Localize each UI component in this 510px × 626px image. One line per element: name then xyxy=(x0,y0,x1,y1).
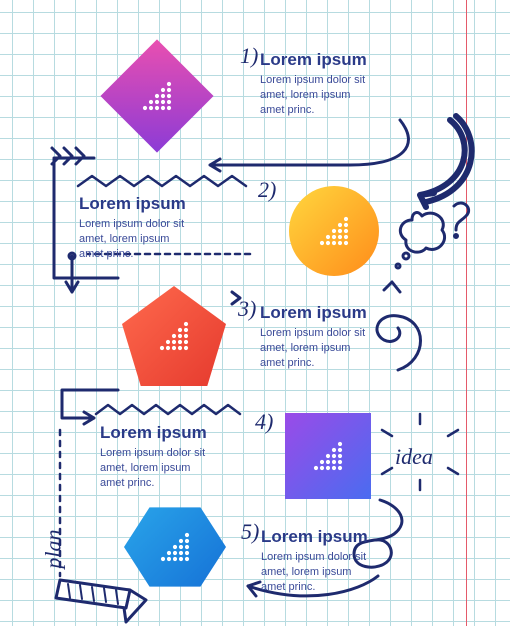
shape-square xyxy=(285,413,371,499)
dots-icon xyxy=(316,213,352,249)
step-title: Lorem ipsum xyxy=(79,194,186,214)
shape-circle xyxy=(289,186,379,276)
step-title: Lorem ipsum xyxy=(260,303,367,323)
step-body: Lorem ipsum dolor sit amet, lorem ipsum … xyxy=(261,550,368,595)
step-text-4: Lorem ipsum Lorem ipsum dolor sit amet, l… xyxy=(100,423,207,491)
dots-icon xyxy=(310,438,346,474)
step-number-2: 2) xyxy=(258,177,276,203)
step-number-4: 4) xyxy=(255,409,273,435)
dots-icon xyxy=(156,318,192,354)
step-number-3: 3) xyxy=(238,296,256,322)
step-number-1: 1) xyxy=(240,43,258,69)
step-title: Lorem ipsum xyxy=(260,50,367,70)
step-number-5: 5) xyxy=(241,519,259,545)
dots-icon xyxy=(157,529,193,565)
step-title: Lorem ipsum xyxy=(261,527,368,547)
step-text-5: Lorem ipsum Lorem ipsum dolor sit amet, l… xyxy=(261,527,368,595)
dots-icon xyxy=(139,78,175,114)
step-text-3: Lorem ipsum Lorem ipsum dolor sit amet, l… xyxy=(260,303,367,371)
step-body: Lorem ipsum dolor sit amet, lorem ipsum … xyxy=(79,217,186,262)
step-text-1: Lorem ipsum Lorem ipsum dolor sit amet, l… xyxy=(260,50,367,118)
step-text-2: Lorem ipsum Lorem ipsum dolor sit amet, l… xyxy=(79,194,186,262)
doodle-word-idea: idea xyxy=(395,444,433,470)
doodle-word-plan: plan xyxy=(41,529,67,568)
step-title: Lorem ipsum xyxy=(100,423,207,443)
step-body: Lorem ipsum dolor sit amet, lorem ipsum … xyxy=(260,73,367,118)
step-body: Lorem ipsum dolor sit amet, lorem ipsum … xyxy=(100,446,207,491)
step-body: Lorem ipsum dolor sit amet, lorem ipsum … xyxy=(260,326,367,371)
